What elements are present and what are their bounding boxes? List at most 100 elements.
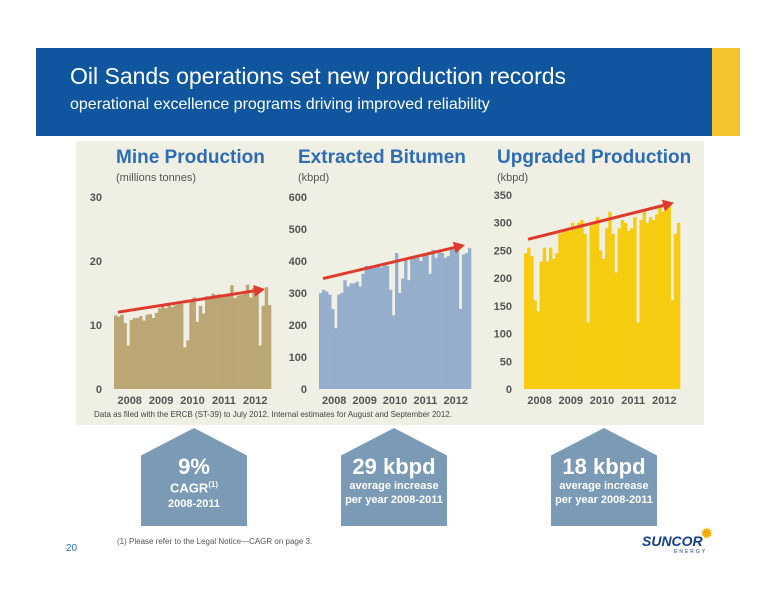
bar <box>428 273 432 389</box>
callout-value: 9% <box>178 454 210 479</box>
bar <box>658 206 662 389</box>
x-tick-label: 2009 <box>352 395 376 407</box>
y-tick-label: 10 <box>90 320 102 332</box>
callout-line1: average increase <box>559 480 649 492</box>
bar <box>123 323 127 389</box>
logo-subtitle: ENERGY <box>674 549 708 555</box>
bar <box>611 233 615 389</box>
y-tick-label: 0 <box>506 384 512 396</box>
bar <box>208 298 212 389</box>
bar <box>349 283 353 389</box>
bar <box>524 253 528 389</box>
bar <box>367 267 371 389</box>
callout-value: 18 kbpd <box>562 454 646 479</box>
bar <box>245 284 250 389</box>
bar <box>645 222 650 389</box>
bar <box>413 257 417 389</box>
trend-arrow-head <box>661 199 674 212</box>
y-tick-label: 50 <box>500 356 512 368</box>
y-tick-label: 30 <box>90 192 102 204</box>
bar <box>126 345 130 389</box>
bar <box>577 222 581 389</box>
bar <box>189 301 193 389</box>
bar <box>467 248 472 389</box>
bar <box>583 233 587 389</box>
bar <box>401 278 405 389</box>
bar <box>361 273 365 389</box>
bar <box>325 291 329 389</box>
bar <box>461 254 466 389</box>
y-tick-label: 0 <box>301 384 307 396</box>
bar <box>589 225 593 389</box>
bar <box>236 295 240 389</box>
bar <box>192 297 196 389</box>
bar <box>239 294 244 389</box>
page-subtitle: operational excellence programs driving … <box>70 96 490 113</box>
bar <box>255 289 259 389</box>
bar <box>173 305 178 389</box>
bar <box>195 321 200 389</box>
bar <box>373 265 378 389</box>
callout-value: 29 kbpd <box>352 454 436 479</box>
bar <box>258 345 262 389</box>
bar <box>322 289 326 389</box>
bar <box>651 219 656 389</box>
logo-wordmark: SUNCOR <box>642 533 703 549</box>
bar <box>455 248 460 389</box>
bar <box>220 295 225 389</box>
footnote: (1) Please refer to the Legal Notice—CAG… <box>117 537 313 546</box>
callout-cagr-label: CAGR(1) <box>169 480 219 496</box>
callout-period: 2008-2011 <box>168 498 220 510</box>
bar <box>636 322 640 389</box>
footnote-ref: (1) <box>208 480 219 489</box>
banner-accent <box>712 48 740 136</box>
x-tick-label: 2010 <box>180 395 204 407</box>
bar <box>564 228 568 389</box>
bar <box>183 347 187 389</box>
bar <box>617 228 622 389</box>
trend-arrow-line <box>527 202 669 241</box>
bar <box>602 258 606 389</box>
x-tick-label: 2012 <box>444 395 468 407</box>
bar <box>422 254 426 389</box>
chart-unit-mine: (millions tonnes) <box>116 172 197 184</box>
bar <box>570 222 575 389</box>
bar <box>464 253 469 389</box>
x-tick-label: 2011 <box>413 395 437 407</box>
suncor-logo: SUNCOR ✹ ENERGY <box>634 525 720 557</box>
y-tick-label: 600 <box>289 192 307 204</box>
bar <box>355 281 359 389</box>
bar <box>151 317 156 389</box>
x-tick-label: 2008 <box>527 395 551 407</box>
bar <box>352 283 356 389</box>
bar <box>337 294 341 389</box>
bar <box>328 294 332 389</box>
bar <box>161 305 165 389</box>
bar <box>533 300 537 389</box>
bar <box>630 228 634 389</box>
callout-line2: per year 2008-2011 <box>555 494 653 506</box>
bar <box>145 314 149 389</box>
bar <box>114 315 118 389</box>
bar <box>148 314 152 389</box>
bar <box>443 257 447 389</box>
bar <box>398 293 402 389</box>
bar <box>249 297 253 389</box>
bar <box>431 249 435 389</box>
page-number: 20 <box>66 543 78 554</box>
page-title: Oil Sands operations set new production … <box>70 63 567 89</box>
bar <box>343 280 347 389</box>
bar <box>595 217 600 389</box>
bar <box>598 250 603 389</box>
upgraded-production-chart: 0 50 100 150 200 250 300 350 2008 2009 2010 2011 201… <box>494 190 681 407</box>
bar <box>242 291 247 389</box>
bar <box>548 247 553 389</box>
callout-bitumen: 29 kbpd average increase per year 2008-2… <box>341 428 447 526</box>
bar <box>558 233 562 389</box>
bar <box>117 316 121 389</box>
bar <box>132 317 137 389</box>
bar <box>434 257 438 389</box>
bar <box>340 293 344 389</box>
y-tick-label: 150 <box>494 301 512 313</box>
bar <box>539 261 544 389</box>
